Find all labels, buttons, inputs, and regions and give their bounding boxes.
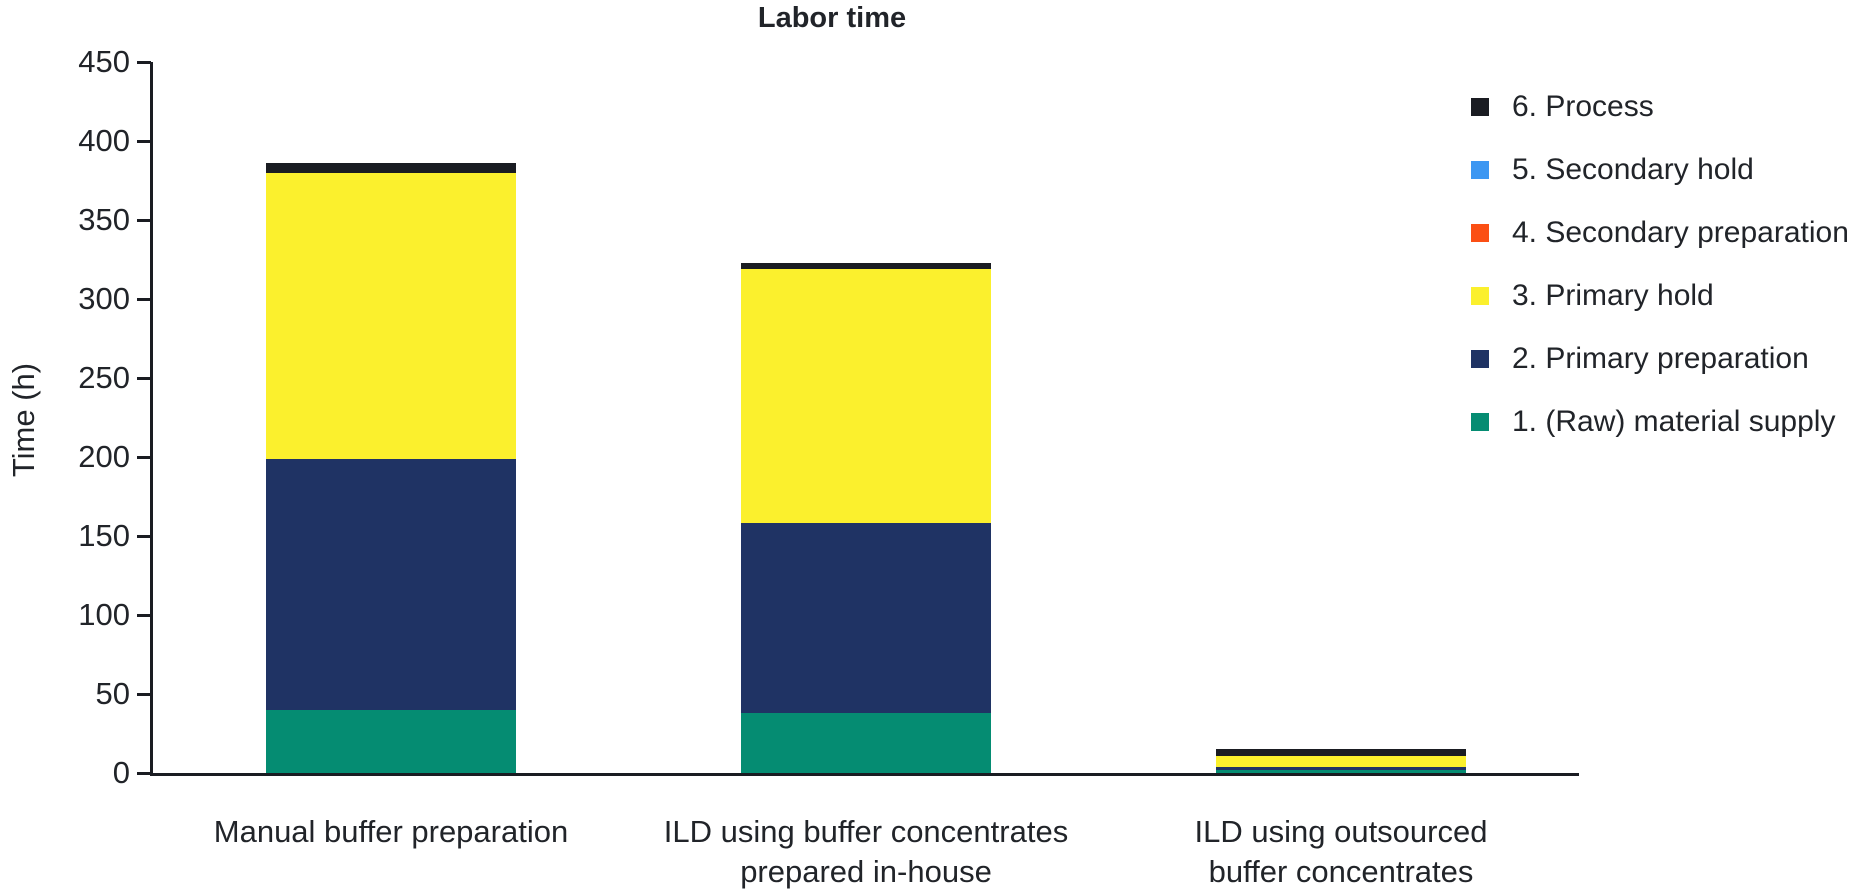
legend-label: 5. Secondary hold — [1512, 153, 1754, 186]
y-tick-mark — [137, 456, 151, 459]
y-tick-mark — [137, 535, 151, 538]
chart-title: Labor time — [757, 2, 907, 34]
y-tick-label: 50 — [95, 676, 130, 711]
y-tick-mark — [137, 772, 151, 775]
x-category-label-line: ILD using outsourced — [1194, 814, 1488, 849]
legend-swatch — [1471, 98, 1489, 116]
legend-label: 4. Secondary preparation — [1512, 216, 1849, 249]
legend-label: 1. (Raw) material supply — [1512, 405, 1836, 438]
legend-label: 6. Process — [1512, 90, 1654, 123]
legend-swatch — [1471, 350, 1489, 368]
legend-swatch — [1471, 413, 1489, 431]
bar-segment — [266, 458, 516, 710]
bar-segment — [741, 712, 991, 773]
bar-segment — [1216, 749, 1466, 756]
y-tick-label: 450 — [78, 44, 130, 79]
x-category-label-line: Manual buffer preparation — [213, 814, 569, 849]
y-tick-label: 300 — [78, 281, 130, 316]
x-category-label-line: ILD using buffer concentrates — [663, 814, 1069, 849]
y-tick-mark — [137, 298, 151, 301]
bar-segment — [741, 268, 991, 524]
x-category-label: ILD using outsourced buffer concentrates — [1071, 812, 1611, 892]
bar-segment — [1216, 755, 1466, 767]
y-tick-label: 0 — [112, 755, 130, 790]
legend-swatch — [1471, 287, 1489, 305]
legend-item: 6. Process — [1471, 90, 1654, 124]
y-tick-label: 100 — [78, 597, 130, 632]
legend-item: 4. Secondary preparation — [1471, 216, 1849, 250]
legend-label: 3. Primary hold — [1512, 279, 1714, 312]
y-tick-mark — [137, 140, 151, 143]
y-tick-mark — [137, 219, 151, 222]
legend-swatch — [1471, 161, 1489, 179]
bar-segment — [741, 262, 991, 269]
y-tick-label: 150 — [78, 518, 130, 553]
legend-item: 5. Secondary hold — [1471, 153, 1754, 187]
x-category-label-line: prepared in-house — [740, 854, 992, 889]
y-tick-label: 250 — [78, 360, 130, 395]
legend-item: 3. Primary hold — [1471, 279, 1714, 313]
bar-segment — [266, 172, 516, 459]
x-category-label-line: buffer concentrates — [1208, 854, 1474, 889]
x-category-label: Manual buffer preparation — [121, 812, 661, 852]
y-tick-label: 350 — [78, 202, 130, 237]
y-tick-mark — [137, 693, 151, 696]
y-tick-mark — [137, 614, 151, 617]
legend-label: 2. Primary preparation — [1512, 342, 1809, 375]
y-tick-label: 200 — [78, 439, 130, 474]
bar-segment — [741, 523, 991, 713]
legend-item: 1. (Raw) material supply — [1471, 405, 1835, 439]
x-category-label: ILD using buffer concentrates prepared in… — [596, 812, 1136, 892]
y-tick-mark — [137, 61, 151, 64]
legend-item: 2. Primary preparation — [1471, 342, 1809, 376]
y-tick-label: 400 — [78, 123, 130, 158]
legend-swatch — [1471, 224, 1489, 242]
bar-segment — [1216, 769, 1466, 773]
bar-segment — [1216, 766, 1466, 770]
bar-segment — [266, 709, 516, 773]
y-tick-mark — [137, 377, 151, 380]
y-axis-line — [150, 62, 153, 776]
x-axis-line — [150, 773, 1579, 776]
bar-segment — [266, 163, 516, 173]
